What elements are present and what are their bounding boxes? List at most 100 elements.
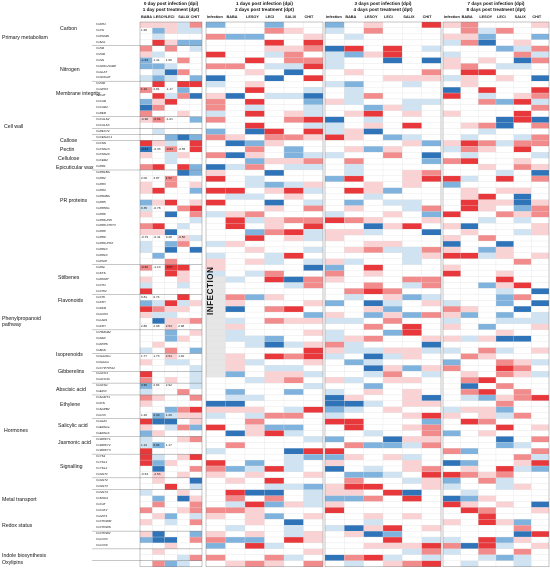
heatmap-cell: [495, 359, 514, 366]
heatmap-cell: [495, 347, 514, 354]
heatmap-cell: [513, 424, 532, 431]
heatmap-cell: [303, 294, 324, 301]
heatmap-cell: [264, 104, 285, 111]
heatmap-cell: [495, 323, 514, 330]
heatmap-cell: [177, 181, 190, 188]
heatmap-cell: [442, 110, 461, 117]
heatmap-cell: [344, 175, 364, 182]
heatmap-cell: [283, 134, 304, 141]
heatmap-cell: [344, 459, 364, 467]
heatmap-cell: [244, 530, 265, 538]
heatmap-cell: [442, 394, 461, 402]
heatmap-cell: [152, 459, 165, 467]
heatmap-cell: [303, 513, 324, 520]
heatmap-cell: [344, 258, 364, 265]
heatmap-cell: [164, 39, 178, 46]
heatmap-cell: [244, 412, 265, 419]
heatmap-cell: [303, 246, 324, 254]
heatmap-cell: [402, 560, 422, 567]
heatmap-cell: [152, 45, 165, 52]
heatmap-cell: [139, 122, 153, 129]
heatmap-cell: [460, 152, 479, 159]
heatmap-cell: [152, 27, 165, 34]
heatmap-cell: [460, 347, 479, 354]
heatmap-cell: [531, 530, 550, 538]
heatmap-cell: [139, 163, 153, 171]
gene-label: VvLOX3: [96, 537, 108, 542]
heatmap-cell: [205, 193, 226, 200]
gene-label: VvPR6: [96, 211, 106, 216]
heatmap-cell: [402, 270, 422, 277]
heatmap-cell: [225, 39, 246, 46]
heatmap-cell: [402, 288, 422, 295]
heatmap-cell: [460, 211, 479, 218]
heatmap-cell: [442, 86, 461, 94]
heatmap-cell: [244, 163, 265, 171]
heatmap-cell: [531, 513, 550, 520]
heatmap-cell: [264, 317, 285, 325]
heatmap-cell: [164, 169, 178, 177]
heatmap-cell: [205, 33, 226, 40]
heatmap-cell: [264, 81, 285, 88]
heatmap-cell: [264, 187, 285, 194]
heatmap-cell: [205, 548, 226, 555]
heatmap-cell: [164, 306, 178, 313]
heatmap-cell: [303, 27, 324, 34]
heatmap-cell: [513, 542, 532, 550]
heatmap-cell: [402, 21, 422, 29]
heatmap-cell: [264, 335, 285, 342]
heatmap-cell: [324, 187, 345, 194]
heatmap-cell: [244, 98, 265, 106]
heatmap-cell: [495, 246, 514, 254]
heatmap-cell: [189, 317, 203, 325]
heatmap-cell: [531, 371, 550, 378]
heatmap-cell: [421, 223, 442, 230]
heatmap-cell: [264, 347, 285, 354]
heatmap-cell: [382, 92, 403, 100]
heatmap-cell: [152, 181, 165, 188]
heatmap-cell: [363, 513, 384, 520]
gene-label: VvPR6-PIN: [96, 217, 112, 222]
heatmap-cell: [513, 116, 532, 123]
heatmap-cell: [344, 33, 364, 40]
heatmap-cell: [303, 205, 324, 212]
heatmap-cell: [402, 448, 422, 455]
heatmap-cell: [152, 542, 165, 550]
heatmap-cell: [264, 489, 285, 496]
heatmap-cell: [460, 21, 479, 29]
heatmap-cell: [283, 465, 304, 473]
heatmap-cell: [164, 276, 178, 283]
heatmap-cell: [478, 258, 497, 265]
heatmap-cell: [283, 454, 304, 461]
heatmap-cell: [442, 530, 461, 538]
heatmap-cell: [531, 353, 550, 360]
heatmap-cell: [225, 276, 246, 283]
heatmap-cell: [283, 75, 304, 82]
heatmap-cell: [139, 187, 153, 194]
heatmap-cell: [205, 365, 226, 372]
heatmap-cell: [177, 359, 190, 366]
heatmap-cell: [460, 217, 479, 224]
heatmap-cell: [244, 400, 265, 407]
heatmap-cell: [460, 187, 479, 194]
heatmap-cell: [513, 382, 532, 390]
heatmap-cell: [205, 163, 226, 171]
heatmap-cell: [324, 471, 345, 478]
heatmap-cell: [139, 454, 153, 461]
heatmap-cell: [205, 140, 226, 147]
heatmap-cell: [189, 169, 203, 177]
heatmap-cell: [344, 542, 364, 550]
heatmap-cell: [324, 21, 345, 29]
heatmap-cell: [225, 317, 246, 325]
heatmap-cell: [363, 234, 384, 242]
heatmap-cell: [303, 448, 324, 455]
heatmap-cell: [324, 353, 345, 360]
heatmap-cell: [363, 382, 384, 390]
heatmap-cell: [531, 152, 550, 159]
heatmap-cell: [225, 483, 246, 490]
heatmap-cell: [189, 335, 203, 342]
category-label: Salicylic acid: [58, 422, 88, 429]
heatmap-cell: [177, 140, 190, 147]
heatmap-cell: [177, 21, 190, 29]
heatmap-cell: [324, 394, 345, 402]
